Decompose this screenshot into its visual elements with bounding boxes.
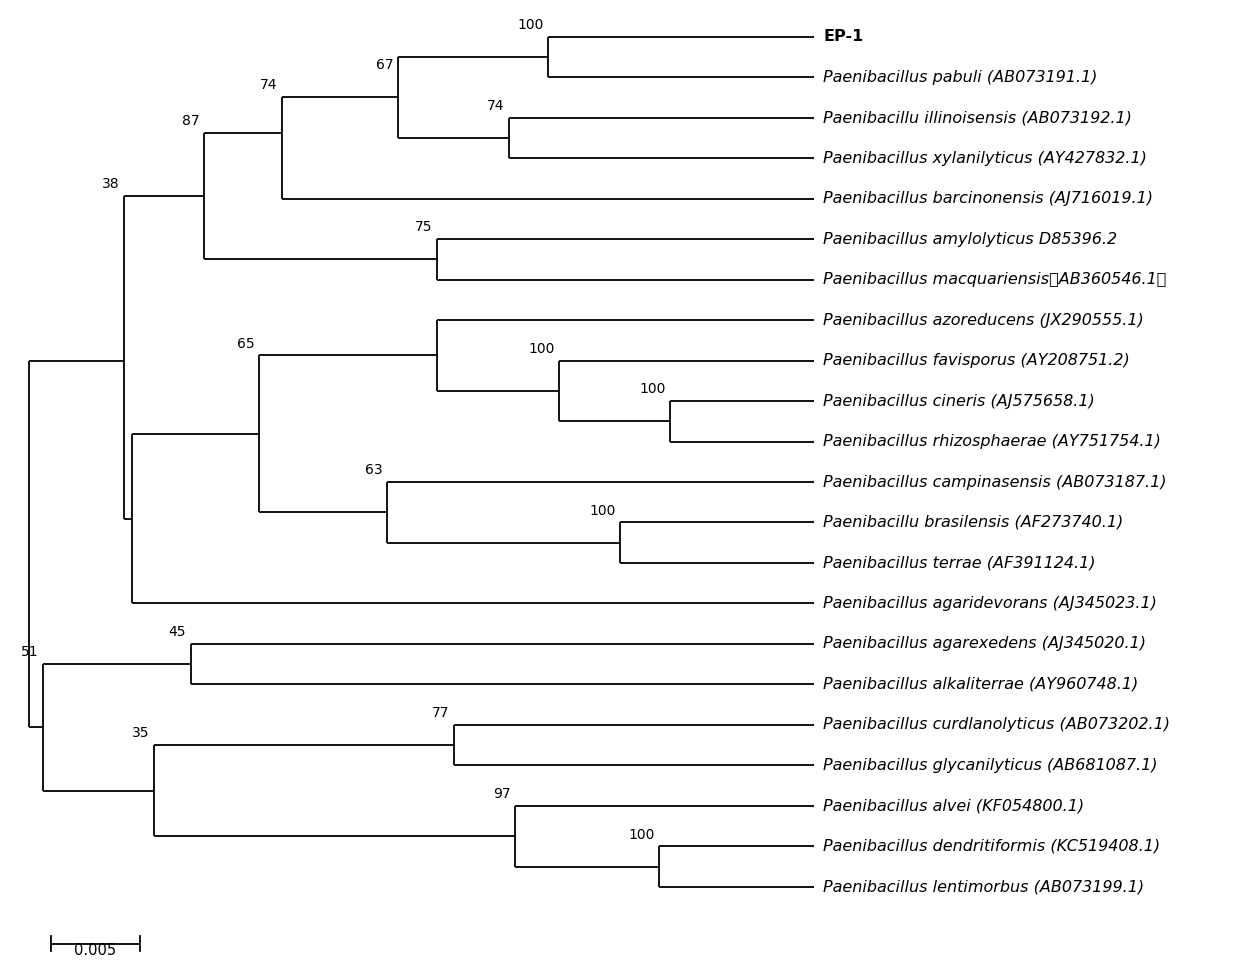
Text: Paenibacillus campinasensis (AB073187.1): Paenibacillus campinasensis (AB073187.1) — [823, 474, 1167, 490]
Text: Paenibacillus rhizosphaerae (AY751754.1): Paenibacillus rhizosphaerae (AY751754.1) — [823, 434, 1161, 449]
Text: 100: 100 — [589, 503, 616, 518]
Text: Paenibacillus glycanilyticus (AB681087.1): Paenibacillus glycanilyticus (AB681087.1… — [823, 758, 1158, 773]
Text: Paenibacillus terrae (AF391124.1): Paenibacillus terrae (AF391124.1) — [823, 555, 1096, 571]
Text: Paenibacillus agarexedens (AJ345020.1): Paenibacillus agarexedens (AJ345020.1) — [823, 636, 1146, 652]
Text: Paenibacillus macquariensis（AB360546.1）: Paenibacillus macquariensis（AB360546.1） — [823, 272, 1167, 287]
Text: Paenibacillus barcinonensis (AJ716019.1): Paenibacillus barcinonensis (AJ716019.1) — [823, 191, 1153, 206]
Text: 100: 100 — [640, 382, 666, 396]
Text: 45: 45 — [169, 625, 186, 639]
Text: EP-1: EP-1 — [823, 29, 863, 44]
Text: Paenibacillus pabuli (AB073191.1): Paenibacillus pabuli (AB073191.1) — [823, 69, 1097, 85]
Text: 51: 51 — [21, 645, 38, 659]
Text: 35: 35 — [133, 726, 150, 740]
Text: Paenibacillu illinoisensis (AB073192.1): Paenibacillu illinoisensis (AB073192.1) — [823, 110, 1132, 125]
Text: Paenibacillus xylanilyticus (AY427832.1): Paenibacillus xylanilyticus (AY427832.1) — [823, 150, 1147, 166]
Text: Paenibacillus alvei (KF054800.1): Paenibacillus alvei (KF054800.1) — [823, 798, 1085, 814]
Text: 97: 97 — [492, 787, 511, 801]
Text: 74: 74 — [487, 98, 505, 113]
Text: Paenibacillus lentimorbus (AB073199.1): Paenibacillus lentimorbus (AB073199.1) — [823, 879, 1145, 895]
Text: Paenibacillus cineris (AJ575658.1): Paenibacillus cineris (AJ575658.1) — [823, 393, 1095, 409]
Text: Paenibacillus agaridevorans (AJ345023.1): Paenibacillus agaridevorans (AJ345023.1) — [823, 596, 1157, 611]
Text: 100: 100 — [629, 827, 655, 842]
Text: Paenibacillu brasilensis (AF273740.1): Paenibacillu brasilensis (AF273740.1) — [823, 515, 1123, 530]
Text: 100: 100 — [528, 341, 554, 356]
Text: Paenibacillus azoreducens (JX290555.1): Paenibacillus azoreducens (JX290555.1) — [823, 312, 1145, 328]
Text: Paenibacillus curdlanolyticus (AB073202.1): Paenibacillus curdlanolyticus (AB073202.… — [823, 717, 1171, 733]
Text: 100: 100 — [517, 17, 543, 32]
Text: 77: 77 — [432, 706, 449, 720]
Text: Paenibacillus favisporus (AY208751.2): Paenibacillus favisporus (AY208751.2) — [823, 353, 1130, 368]
Text: 63: 63 — [365, 463, 383, 477]
Text: Paenibacillus amylolyticus D85396.2: Paenibacillus amylolyticus D85396.2 — [823, 231, 1117, 247]
Text: 0.005: 0.005 — [74, 943, 117, 958]
Text: 74: 74 — [259, 78, 278, 93]
Text: 67: 67 — [376, 58, 394, 72]
Text: 87: 87 — [182, 114, 200, 128]
Text: 65: 65 — [237, 336, 255, 351]
Text: 75: 75 — [415, 220, 433, 234]
Text: 38: 38 — [102, 177, 119, 191]
Text: Paenibacillus alkaliterrae (AY960748.1): Paenibacillus alkaliterrae (AY960748.1) — [823, 677, 1138, 692]
Text: Paenibacillus dendritiformis (KC519408.1): Paenibacillus dendritiformis (KC519408.1… — [823, 839, 1161, 854]
